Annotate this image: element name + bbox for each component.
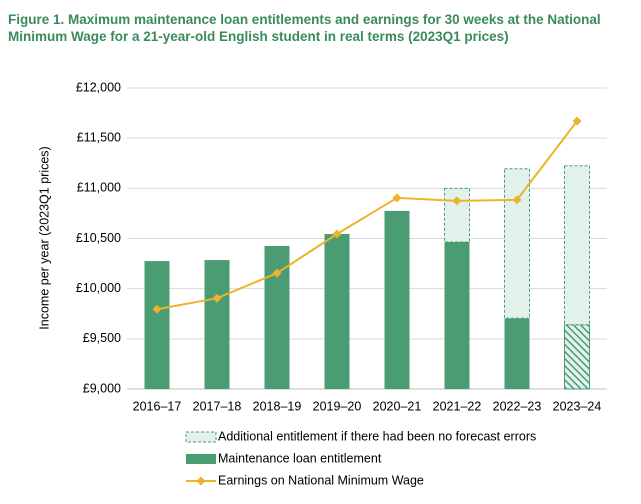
y-tick-label: £9,000 bbox=[83, 381, 121, 395]
line bbox=[156, 120, 578, 311]
x-tick-label: 2021–22 bbox=[433, 399, 482, 413]
bar bbox=[324, 233, 350, 389]
bar bbox=[144, 261, 170, 389]
bar-additional bbox=[564, 165, 590, 326]
legend-swatch bbox=[186, 454, 216, 464]
marker bbox=[332, 229, 342, 239]
marker bbox=[512, 195, 522, 205]
x-tick-label: 2016–17 bbox=[133, 399, 182, 413]
y-tick-label: £10,500 bbox=[76, 231, 121, 245]
legend-label: Maintenance loan entitlement bbox=[218, 451, 382, 465]
y-axis-label: Income per year (2023Q1 prices) bbox=[37, 146, 51, 329]
marker bbox=[392, 193, 402, 203]
y-tick-label: £11,000 bbox=[77, 181, 121, 195]
bar bbox=[384, 210, 410, 389]
y-tick-label: £10,000 bbox=[76, 281, 121, 295]
y-tick-label: £12,000 bbox=[76, 80, 121, 94]
x-tick-label: 2023–24 bbox=[553, 399, 602, 413]
marker bbox=[152, 304, 162, 314]
x-tick-label: 2017–18 bbox=[193, 399, 242, 413]
legend-swatch bbox=[185, 431, 217, 443]
marker bbox=[452, 196, 462, 206]
y-tick-label: £9,500 bbox=[83, 331, 121, 345]
marker bbox=[212, 293, 222, 303]
chart-title: Minimum Wage for a 21-year-old English s… bbox=[8, 29, 509, 44]
x-tick-label: 2018–19 bbox=[253, 399, 302, 413]
x-tick-label: 2019–20 bbox=[313, 399, 362, 413]
chart-title: Figure 1. Maximum maintenance loan entit… bbox=[8, 12, 601, 27]
bar bbox=[504, 318, 530, 389]
legend-label: Earnings on National Minimum Wage bbox=[218, 473, 424, 487]
bar bbox=[444, 242, 470, 389]
bar-additional bbox=[504, 168, 530, 319]
x-tick-label: 2022–23 bbox=[493, 399, 542, 413]
y-tick-label: £11,500 bbox=[77, 130, 121, 144]
marker bbox=[272, 268, 282, 278]
marker bbox=[572, 116, 582, 126]
bar bbox=[204, 260, 230, 389]
legend-label: Additional entitlement if there had been… bbox=[218, 429, 536, 443]
bar bbox=[564, 324, 590, 390]
x-tick-label: 2020–21 bbox=[373, 399, 422, 413]
legend-swatch bbox=[196, 476, 206, 486]
